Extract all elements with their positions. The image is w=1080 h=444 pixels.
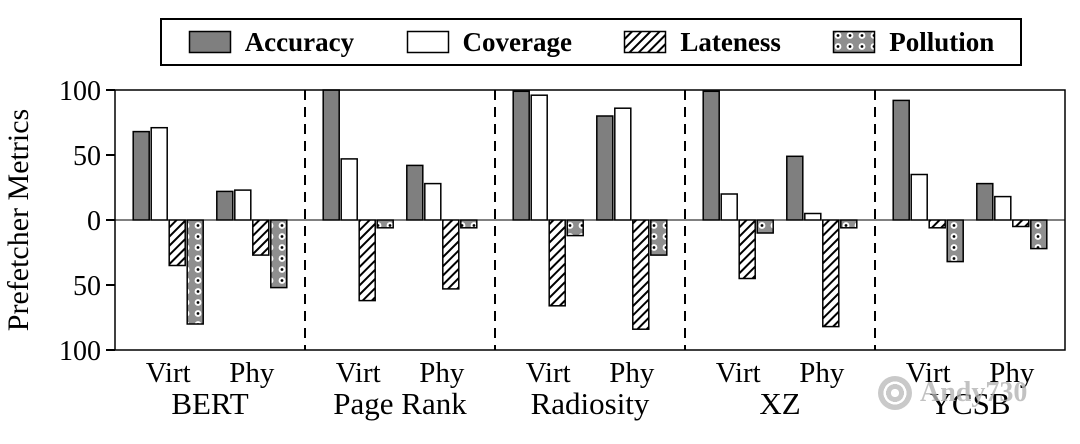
bar-accuracy: [892, 99, 910, 221]
x-tick-label: Phy: [419, 357, 465, 389]
bar-pollution: [186, 219, 204, 325]
x-tick-label: Phy: [799, 357, 845, 389]
x-tick-label: Virt: [336, 357, 381, 389]
bar-accuracy: [596, 115, 614, 221]
accuracy-swatch-icon: [188, 30, 231, 54]
x-tick-label: Virt: [906, 357, 951, 389]
group-label: XZ: [759, 386, 800, 421]
bar-pollution: [650, 219, 668, 256]
bar-coverage: [150, 126, 168, 221]
legend-item-lateness: Lateness: [623, 27, 781, 58]
lateness-swatch-icon: [624, 30, 667, 54]
bar-pollution: [270, 219, 288, 289]
bar-accuracy: [702, 90, 720, 221]
watermark-text: Andy730: [920, 377, 1028, 408]
bar-accuracy: [786, 155, 804, 221]
legend-label-lateness: Lateness: [680, 26, 781, 57]
y-axis-label: Prefetcher Metrics: [2, 109, 35, 331]
legend-label-accuracy: Accuracy: [244, 26, 355, 57]
legend-label-pollution: Pollution: [889, 26, 995, 57]
bar-accuracy: [406, 164, 424, 221]
bar-pollution: [376, 219, 394, 229]
bar-coverage: [804, 212, 822, 221]
bar-coverage: [234, 189, 252, 221]
bar-pollution: [756, 219, 774, 234]
coverage-swatch-icon: [406, 30, 449, 54]
bar-lateness: [442, 219, 460, 290]
group-label: Page Rank: [333, 386, 467, 421]
legend-item-coverage: Coverage: [406, 27, 572, 58]
legend-label-coverage: Coverage: [462, 26, 572, 57]
bar-pollution: [460, 219, 478, 229]
bar-pollution: [566, 219, 584, 237]
legend: Accuracy Coverage Lateness Pollution: [160, 18, 1022, 66]
x-tick-label: Virt: [716, 357, 761, 389]
y-tick-label: 100: [59, 336, 101, 367]
bar-lateness: [928, 219, 946, 229]
bar-coverage: [424, 182, 442, 221]
bar-coverage: [340, 158, 358, 221]
bar-coverage: [530, 94, 548, 221]
legend-item-accuracy: Accuracy: [188, 27, 354, 58]
bar-pollution: [1030, 219, 1048, 250]
x-tick-label: Virt: [146, 357, 191, 389]
x-tick-label: Phy: [609, 357, 655, 389]
bar-pollution: [840, 219, 858, 229]
bar-lateness: [738, 219, 756, 280]
bar-accuracy: [132, 130, 150, 221]
group-label: YCSB: [930, 386, 1011, 421]
group-label: BERT: [171, 386, 248, 421]
bar-coverage: [910, 173, 928, 221]
bar-lateness: [548, 219, 566, 307]
y-tick-label: 0: [87, 206, 101, 237]
bar-accuracy: [216, 190, 234, 221]
bar-pollution: [946, 219, 964, 263]
bar-accuracy: [322, 89, 340, 221]
bar-coverage: [720, 193, 738, 221]
bar-coverage: [994, 195, 1012, 221]
bar-lateness: [632, 219, 650, 330]
y-tick-label: 100: [59, 76, 101, 107]
bar-lateness: [1012, 219, 1030, 228]
legend-item-pollution: Pollution: [832, 27, 994, 58]
watermark: Andy730: [878, 376, 1027, 410]
bar-lateness: [252, 219, 270, 256]
y-tick-label: 50: [73, 141, 101, 172]
bar-accuracy: [976, 182, 994, 221]
bar-accuracy: [512, 90, 530, 221]
x-tick-label: Phy: [989, 357, 1035, 389]
bar-coverage: [614, 107, 632, 221]
bar-lateness: [822, 219, 840, 328]
watermark-logo-icon: [878, 376, 912, 410]
group-label: Radiosity: [531, 386, 650, 421]
x-tick-label: Virt: [526, 357, 571, 389]
x-tick-label: Phy: [229, 357, 275, 389]
pollution-swatch-icon: [833, 30, 876, 54]
y-tick-label: 50: [73, 271, 101, 302]
bar-lateness: [358, 219, 376, 302]
bar-lateness: [168, 219, 186, 267]
